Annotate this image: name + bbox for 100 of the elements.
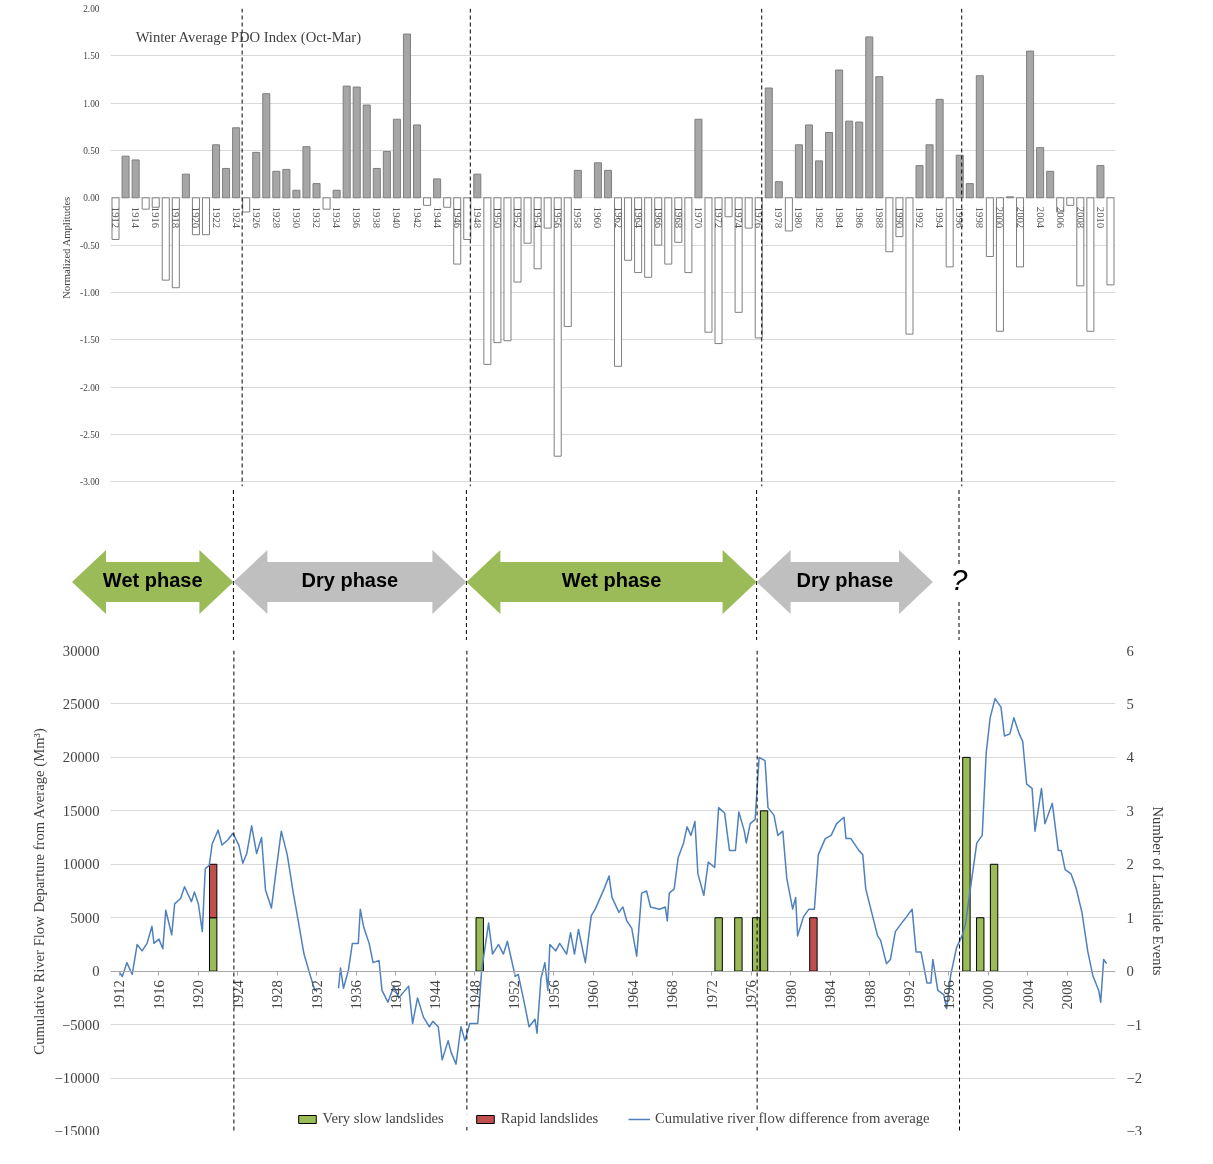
x-tick-label: 1936 bbox=[351, 206, 363, 229]
x-tick-label: 1994 bbox=[934, 206, 946, 229]
y-tick-label: -1.00 bbox=[80, 287, 100, 298]
x-tick-label: 1952 bbox=[512, 206, 524, 229]
y-tick-label: −5000 bbox=[61, 1016, 100, 1033]
x-tick-label: 1964 bbox=[624, 979, 641, 1010]
x-tick-label: 1958 bbox=[572, 206, 584, 229]
x-tick-label: 1928 bbox=[269, 980, 286, 1010]
y2-tick-label: 3 bbox=[1126, 802, 1134, 819]
x-tick-label: 2002 bbox=[1014, 206, 1026, 229]
x-tick-label: 1984 bbox=[822, 979, 839, 1010]
x-tick-label: 1928 bbox=[270, 206, 282, 229]
x-tick-label: 1966 bbox=[652, 206, 664, 229]
y2-tick-label: 5 bbox=[1126, 695, 1134, 712]
y-tick-label: -3.00 bbox=[80, 477, 100, 488]
x-tick-label: 1960 bbox=[592, 206, 604, 229]
legend-label: Rapid landslides bbox=[500, 1110, 599, 1127]
x-tick-label: 1990 bbox=[893, 206, 905, 229]
x-tick-label: 1938 bbox=[371, 206, 383, 229]
x-tick-label: 1926 bbox=[250, 206, 262, 229]
x-tick-label: 1980 bbox=[793, 206, 805, 229]
x-tick-label: 2008 bbox=[1074, 206, 1086, 229]
y-tick-label: 2.00 bbox=[83, 4, 100, 14]
x-tick-label: 1976 bbox=[743, 980, 760, 1010]
y-tick-label: 0.50 bbox=[83, 145, 100, 156]
x-tick-label: 1922 bbox=[210, 206, 222, 229]
x-tick-label: 1980 bbox=[782, 980, 799, 1010]
y2-axis-title: Number of Landslide Events bbox=[1150, 806, 1167, 976]
x-tick-label: 1970 bbox=[692, 206, 704, 229]
x-tick-label: 1940 bbox=[387, 980, 404, 1010]
x-tick-label: 1920 bbox=[190, 980, 207, 1010]
y2-tick-label: 6 bbox=[1126, 642, 1134, 659]
text: Wet phase bbox=[102, 569, 203, 592]
x-tick-label: 1912 bbox=[110, 206, 122, 229]
x-tick-label: 1982 bbox=[813, 206, 825, 229]
x-tick-label: 1992 bbox=[914, 206, 926, 229]
x-tick-label: 1916 bbox=[150, 980, 167, 1010]
x-tick-label: 1968 bbox=[672, 206, 684, 229]
y-tick-label: -1.50 bbox=[80, 335, 100, 346]
x-tick-label: 1998 bbox=[974, 206, 986, 229]
y-tick-label: 1.00 bbox=[83, 98, 100, 109]
x-tick-label: 1918 bbox=[170, 206, 182, 229]
legend-label: Very slow landslides bbox=[322, 1110, 444, 1127]
y-axis-title: Normalized Amplitudes bbox=[61, 196, 73, 299]
y-tick-label: -2.00 bbox=[80, 382, 100, 393]
x-tick-label: 1962 bbox=[612, 206, 624, 229]
y-tick-label: 5000 bbox=[70, 909, 100, 926]
y-tick-label: 1.50 bbox=[83, 51, 100, 62]
x-tick-label: 1950 bbox=[491, 206, 503, 229]
x-tick-label: 1920 bbox=[190, 206, 202, 229]
x-tick-label: 1996 bbox=[954, 206, 966, 229]
x-tick-label: 1976 bbox=[753, 206, 765, 229]
x-tick-label: 1954 bbox=[532, 206, 544, 229]
x-tick-label: 2008 bbox=[1059, 980, 1076, 1010]
y-tick-label: 25000 bbox=[62, 695, 100, 712]
x-tick-label: 1972 bbox=[703, 980, 720, 1010]
x-tick-label: 2000 bbox=[994, 206, 1006, 229]
text: ? bbox=[950, 562, 968, 596]
x-tick-label: 1912 bbox=[111, 980, 128, 1010]
x-tick-label: 1964 bbox=[632, 206, 644, 229]
y-tick-label: -0.50 bbox=[80, 240, 100, 251]
y2-tick-label: 2 bbox=[1126, 856, 1134, 873]
x-tick-label: 1978 bbox=[773, 206, 785, 229]
x-tick-label: 2004 bbox=[1034, 206, 1046, 229]
y-tick-label: 15000 bbox=[62, 802, 100, 819]
x-tick-label: 1924 bbox=[230, 206, 242, 229]
x-tick-label: 1972 bbox=[713, 206, 725, 229]
x-tick-label: 1996 bbox=[940, 980, 957, 1010]
legend-label: Cumulative river flow difference from average bbox=[655, 1110, 930, 1127]
x-tick-label: 1946 bbox=[451, 206, 463, 229]
x-tick-label: 1968 bbox=[664, 980, 681, 1010]
y-tick-label: 0.00 bbox=[83, 193, 100, 204]
x-tick-label: 1984 bbox=[833, 206, 845, 229]
y2-tick-label: 0 bbox=[1126, 963, 1134, 980]
x-tick-label: 1934 bbox=[331, 206, 343, 229]
x-tick-label: 1944 bbox=[427, 979, 444, 1010]
text: Dry phase bbox=[796, 569, 894, 592]
x-tick-label: 1960 bbox=[585, 980, 602, 1010]
y2-tick-label: −1 bbox=[1126, 1016, 1143, 1033]
y-tick-label: 10000 bbox=[62, 856, 100, 873]
x-tick-label: 1936 bbox=[348, 980, 365, 1010]
text: Dry phase bbox=[301, 569, 399, 592]
x-tick-label: 2000 bbox=[980, 980, 997, 1010]
x-tick-label: 2006 bbox=[1054, 206, 1066, 229]
y-tick-label: 20000 bbox=[62, 749, 100, 766]
x-tick-label: 1988 bbox=[873, 206, 885, 229]
x-tick-label: 1986 bbox=[853, 206, 865, 229]
x-tick-label: 1940 bbox=[391, 206, 403, 229]
x-tick-label: 1992 bbox=[901, 980, 918, 1010]
y2-tick-label: 1 bbox=[1126, 909, 1134, 926]
x-tick-label: 1956 bbox=[552, 206, 564, 229]
x-tick-label: 1914 bbox=[130, 206, 142, 229]
x-tick-label: 1916 bbox=[150, 206, 162, 229]
x-tick-label: 2004 bbox=[1019, 979, 1036, 1010]
x-tick-label: 1948 bbox=[466, 980, 483, 1010]
x-tick-label: 1956 bbox=[545, 980, 562, 1010]
x-tick-label: 2010 bbox=[1094, 206, 1106, 229]
y-tick-label: 0 bbox=[92, 963, 100, 980]
x-tick-label: 1944 bbox=[431, 206, 443, 229]
x-tick-label: 1924 bbox=[229, 979, 246, 1010]
